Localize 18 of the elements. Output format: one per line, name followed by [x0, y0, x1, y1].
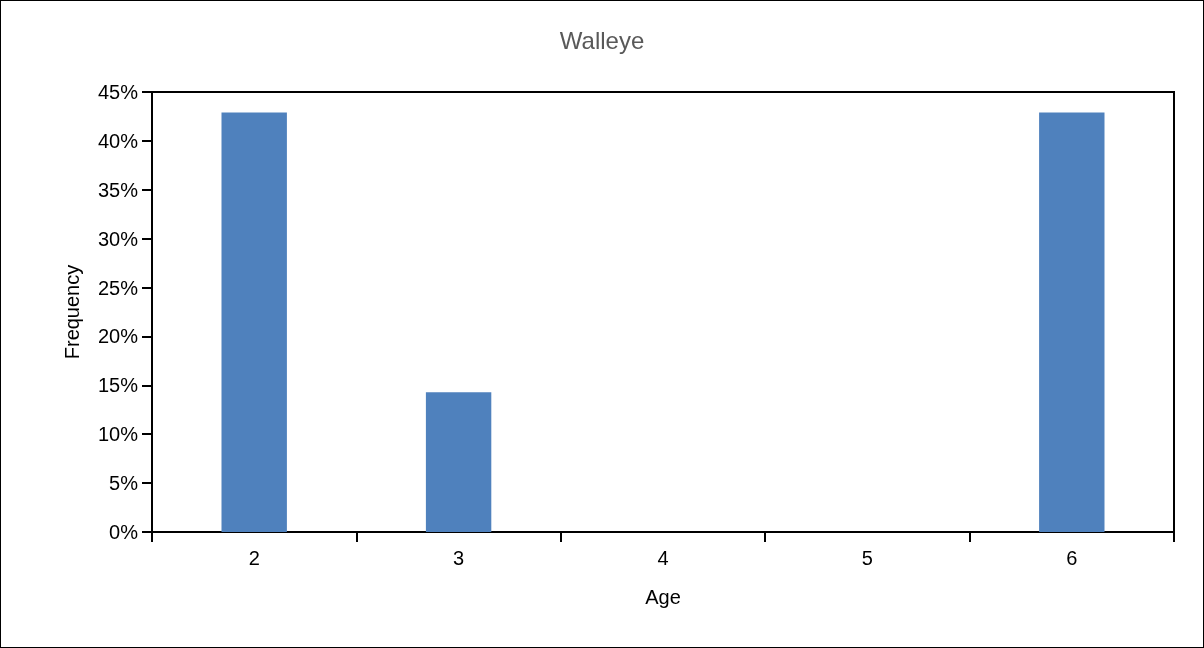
y-tick-label: 35% [97, 178, 139, 201]
x-tick-label: 6 [1066, 547, 1078, 569]
y-tick-label: 5% [109, 472, 139, 495]
y-tick-label: 10% [97, 423, 139, 446]
y-tick-label: 15% [97, 374, 139, 397]
y-axis-title: Frequency [61, 264, 83, 360]
x-tick-label: 3 [453, 547, 465, 569]
x-axis-title: Age [645, 586, 681, 608]
y-tick-label: 45% [97, 81, 139, 103]
chart-title: Walleye [559, 26, 645, 54]
x-tick-label: 2 [248, 547, 260, 569]
y-tick-label: 20% [97, 325, 139, 348]
x-tick-label: 5 [861, 547, 873, 569]
x-tick-label: 4 [657, 547, 669, 569]
y-tick-label: 40% [97, 129, 139, 152]
y-tick-label: 0% [109, 521, 139, 543]
y-tick-label: 25% [97, 276, 139, 299]
y-tick-label: 30% [97, 227, 139, 250]
